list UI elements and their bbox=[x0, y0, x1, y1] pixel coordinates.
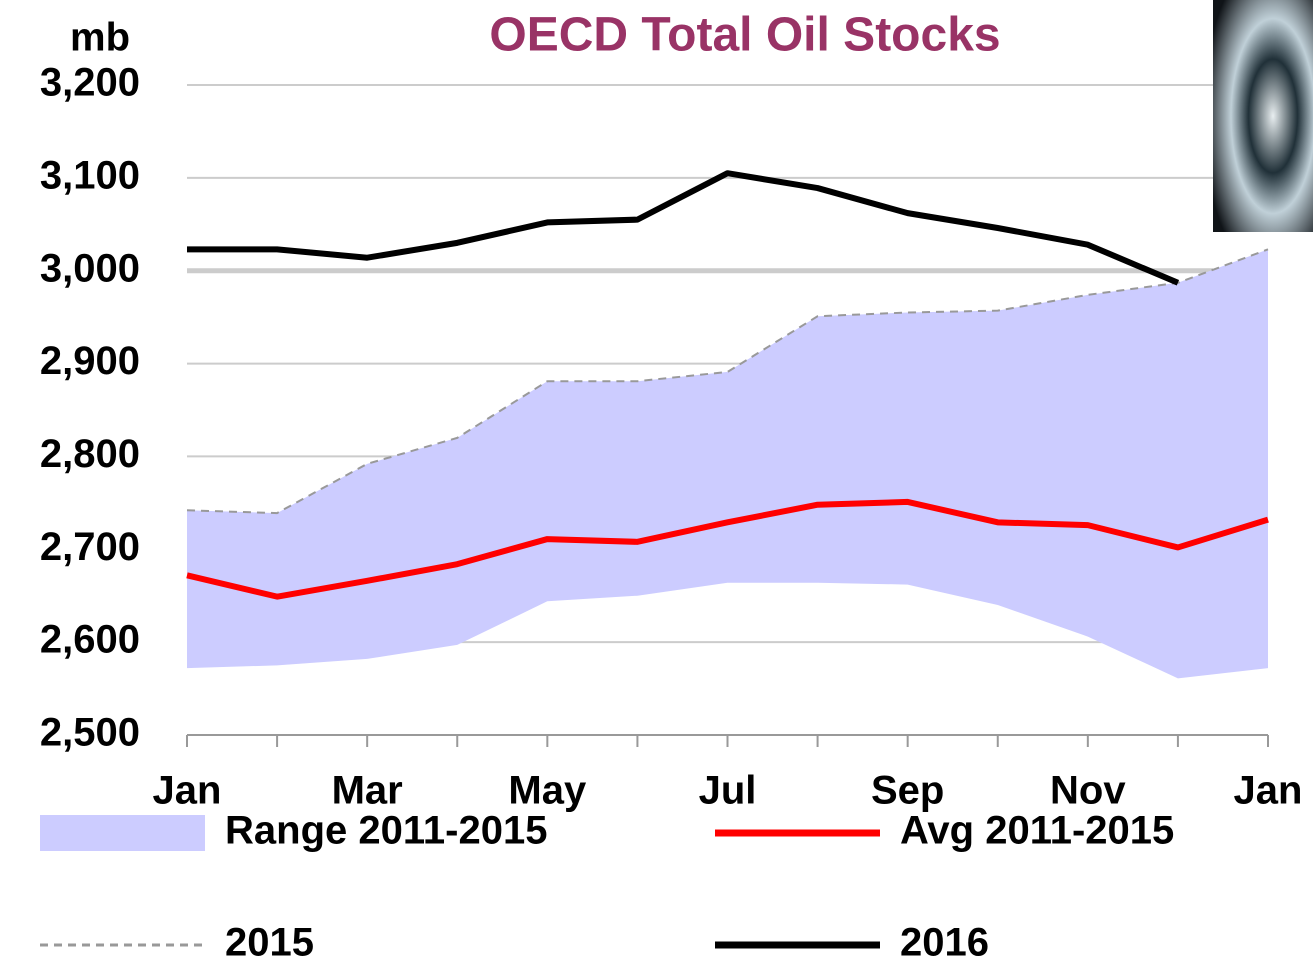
legend-swatch bbox=[40, 815, 205, 851]
legend-label: Range 2011-2015 bbox=[225, 809, 547, 853]
legend-label: 2015 bbox=[225, 921, 314, 965]
y-tick-label: 3,200 bbox=[40, 61, 140, 105]
x-tick-label: Jan bbox=[1234, 769, 1303, 813]
range-area bbox=[187, 249, 1268, 679]
x-tick-label: Nov bbox=[1050, 769, 1126, 813]
x-tick-label: Jan bbox=[153, 769, 222, 813]
y-tick-label: 2,600 bbox=[40, 618, 140, 662]
oil-image bbox=[1213, 0, 1313, 232]
y-tick-label: 2,900 bbox=[40, 339, 140, 383]
y-tick-label: 2,700 bbox=[40, 525, 140, 569]
y-tick-label: 2,800 bbox=[40, 432, 140, 476]
y-tick-label: 3,100 bbox=[40, 153, 140, 197]
legend-label: Avg 2011-2015 bbox=[900, 809, 1174, 853]
x-tick-label: May bbox=[508, 769, 587, 813]
y-tick-label: 3,000 bbox=[40, 246, 140, 290]
y-axis-label: mb bbox=[70, 16, 130, 60]
x-tick-label: Jul bbox=[699, 769, 757, 813]
y-tick-label: 2,500 bbox=[40, 711, 140, 755]
x-tick-label: Sep bbox=[871, 769, 944, 813]
series-line bbox=[187, 170, 1180, 286]
chart-title: OECD Total Oil Stocks bbox=[489, 9, 1000, 62]
legend-label: 2016 bbox=[900, 921, 989, 965]
series-line bbox=[186, 498, 1269, 600]
x-tick-label: Mar bbox=[332, 769, 403, 813]
